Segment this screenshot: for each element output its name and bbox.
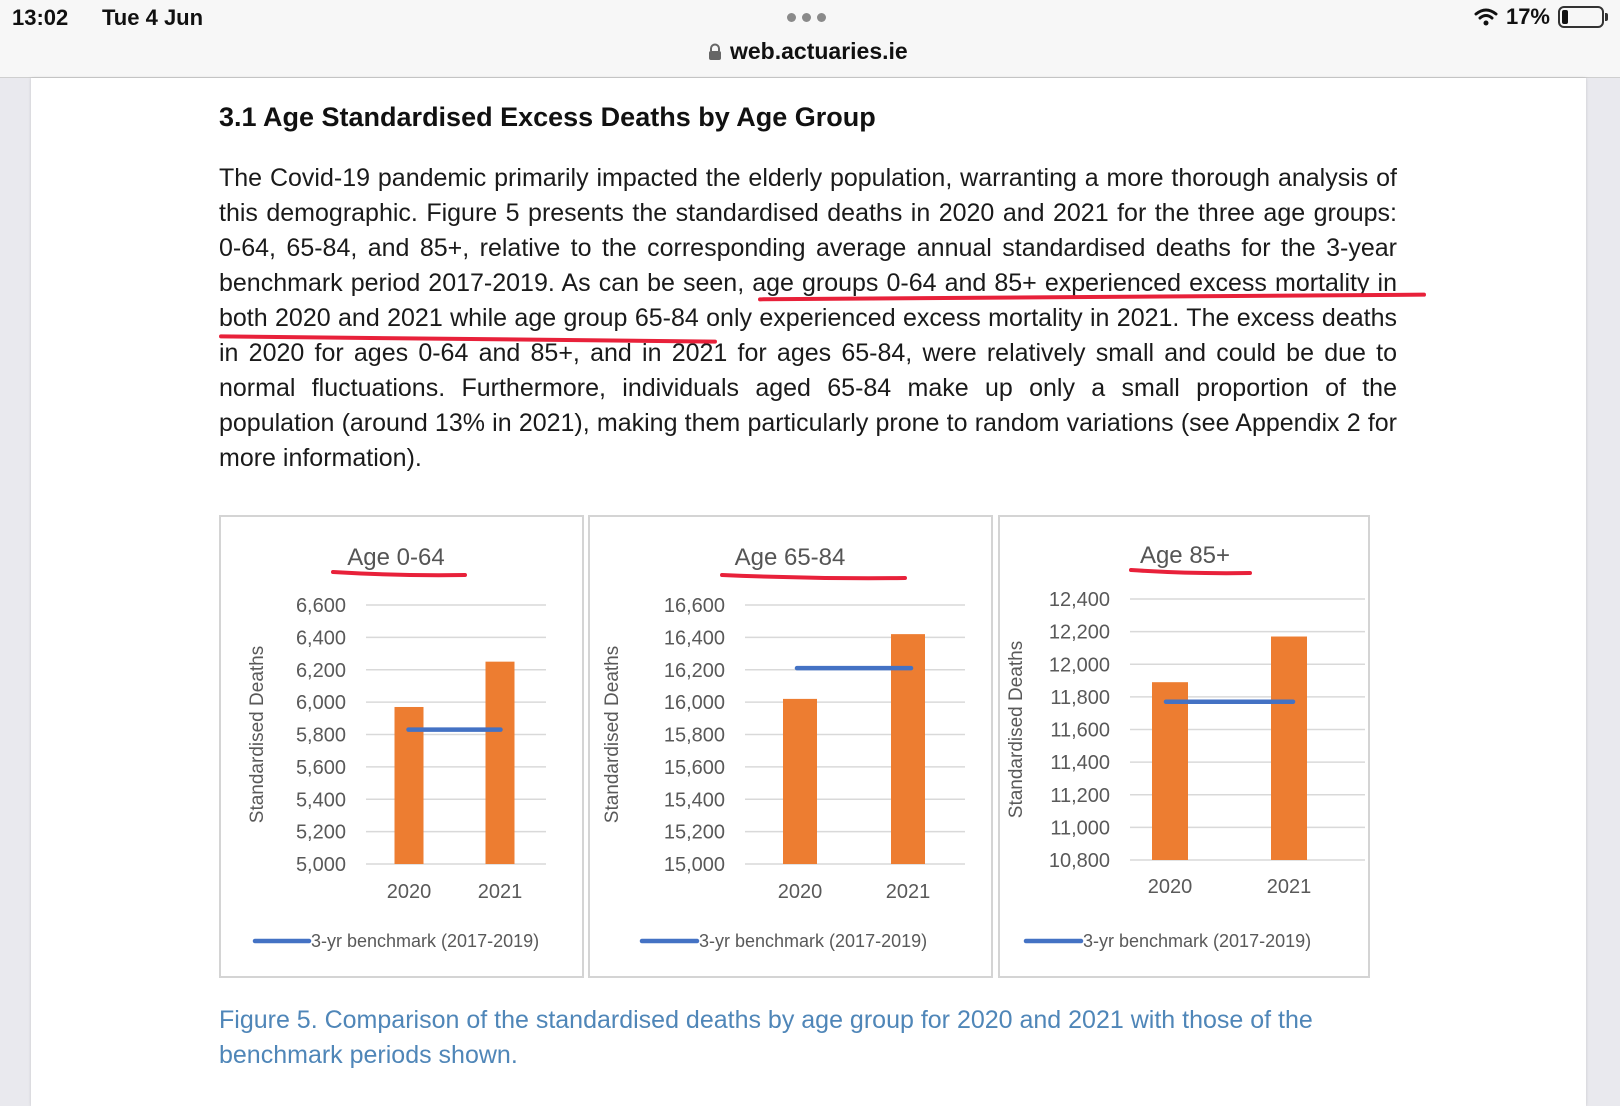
bar-2021	[891, 634, 925, 864]
y-tick-label: 11,600	[1050, 720, 1110, 742]
body-paragraph: The Covid-19 pandemic primarily impacted…	[219, 164, 1397, 472]
y-tick-label: 15,200	[664, 822, 725, 844]
y-tick-label: 12,000	[1049, 654, 1110, 676]
y-tick-label: 5,800	[296, 725, 346, 747]
address-bar[interactable]: web.actuaries.ie	[708, 38, 908, 65]
chart-age-65-84: Age 65-84 15,000 15,200 15,400 15,600 15,800 1…	[602, 544, 965, 951]
wifi-icon	[1474, 8, 1498, 26]
bar-2021	[485, 661, 515, 864]
chart-age-85-plus: Age 85+ 10,800 11,000 11,200 11,400 11,600 11,…	[1006, 542, 1365, 951]
lock-icon	[709, 43, 721, 60]
y-tick-label: 10,800	[1049, 850, 1110, 872]
chart-title: Age 85+	[1140, 542, 1230, 569]
y-tick-label: 15,000	[664, 854, 725, 876]
y-tick-label: 12,400	[1049, 589, 1110, 611]
y-tick-label: 15,600	[664, 757, 725, 779]
y-tick-label: 12,200	[1049, 622, 1110, 644]
y-tick-label: 15,800	[664, 725, 725, 747]
y-tick-label: 16,000	[664, 692, 725, 714]
battery-percentage: 17%	[1505, 4, 1550, 29]
y-tick-label: 6,600	[296, 595, 346, 617]
y-tick-label: 15,400	[664, 789, 725, 811]
battery-level-fill	[1562, 10, 1568, 24]
x-category-label: 2021	[1267, 876, 1312, 898]
x-category-label: 2021	[886, 881, 931, 903]
y-tick-label: 11,200	[1050, 785, 1110, 807]
multitasking-dots-icon[interactable]	[787, 13, 826, 22]
chart-age-0-64: Age 0-64 5,000 5,200 5,400 5,600 5,800 6,000 6,…	[247, 544, 546, 951]
y-tick-label: 5,000	[296, 854, 346, 876]
y-tick-label: 11,400	[1050, 752, 1110, 774]
y-axis-label: Standardised Deaths	[247, 646, 268, 823]
x-category-label: 2020	[387, 881, 432, 903]
y-tick-label: 5,200	[296, 822, 346, 844]
chart-title: Age 0-64	[347, 544, 444, 571]
y-tick-label: 6,000	[296, 692, 346, 714]
y-axis-label: Standardised Deaths	[1006, 641, 1027, 818]
bar-2020	[783, 698, 817, 864]
bar-2020	[1152, 682, 1188, 860]
legend-benchmark-label: 3-yr benchmark (2017-2019)	[699, 931, 927, 951]
y-tick-label: 6,400	[296, 627, 346, 649]
x-category-label: 2021	[478, 881, 523, 903]
y-tick-label: 16,600	[664, 595, 725, 617]
status-right-group: 17%	[1474, 4, 1608, 30]
status-time: 13:02	[12, 5, 69, 30]
url-text[interactable]: web.actuaries.ie	[730, 38, 908, 64]
battery-icon	[1558, 6, 1608, 28]
y-axis-label: Standardised Deaths	[602, 646, 623, 823]
legend-benchmark-label: 3-yr benchmark (2017-2019)	[311, 931, 539, 951]
y-tick-label: 5,400	[296, 789, 346, 811]
chart-panel-age-0-64: Age 0-64 5,000 5,200 5,400 5,600 5,800 6,000 6,…	[219, 515, 584, 978]
title-annotation-underline	[720, 573, 907, 581]
y-tick-label: 16,200	[664, 660, 725, 682]
chart-panel-age-65-84: Age 65-84 15,000 15,200 15,400 15,600 15,800 1…	[588, 515, 993, 978]
title-annotation-underline	[1129, 568, 1252, 576]
bar-2021	[1271, 636, 1307, 860]
x-category-label: 2020	[1148, 876, 1193, 898]
figure-caption: Figure 5. Comparison of the standardised…	[219, 1006, 1313, 1069]
y-tick-label: 6,200	[296, 660, 346, 682]
bar-2020	[394, 706, 424, 864]
x-category-label: 2020	[778, 881, 823, 903]
section-heading: 3.1 Age Standardised Excess Deaths by Ag…	[219, 102, 876, 132]
y-tick-label: 11,800	[1050, 687, 1110, 709]
chart-title: Age 65-84	[735, 544, 846, 571]
legend-benchmark-label: 3-yr benchmark (2017-2019)	[1083, 931, 1311, 951]
y-tick-label: 11,000	[1050, 817, 1110, 839]
chart-panel-age-85-plus: Age 85+ 10,800 11,000 11,200 11,400 11,600 11,…	[998, 515, 1370, 978]
y-tick-label: 5,600	[296, 757, 346, 779]
status-date: Tue 4 Jun	[102, 5, 204, 30]
browser-status-bar: 13:02 Tue 4 Jun web.actuaries.ie 17%	[0, 0, 1620, 78]
y-tick-label: 16,400	[664, 627, 725, 649]
title-annotation-underline	[331, 570, 467, 578]
